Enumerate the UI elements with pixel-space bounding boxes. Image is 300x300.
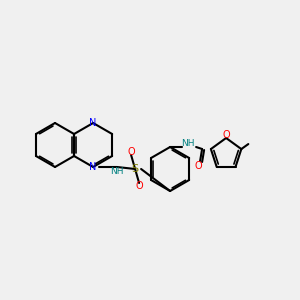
- Text: NH: NH: [110, 167, 124, 176]
- Text: N: N: [89, 162, 97, 172]
- Text: NH: NH: [182, 139, 195, 148]
- Text: O: O: [135, 181, 143, 191]
- Text: O: O: [127, 147, 135, 157]
- Text: N: N: [89, 118, 97, 128]
- Text: S: S: [131, 164, 139, 174]
- Text: O: O: [222, 130, 230, 140]
- Text: O: O: [194, 161, 202, 171]
